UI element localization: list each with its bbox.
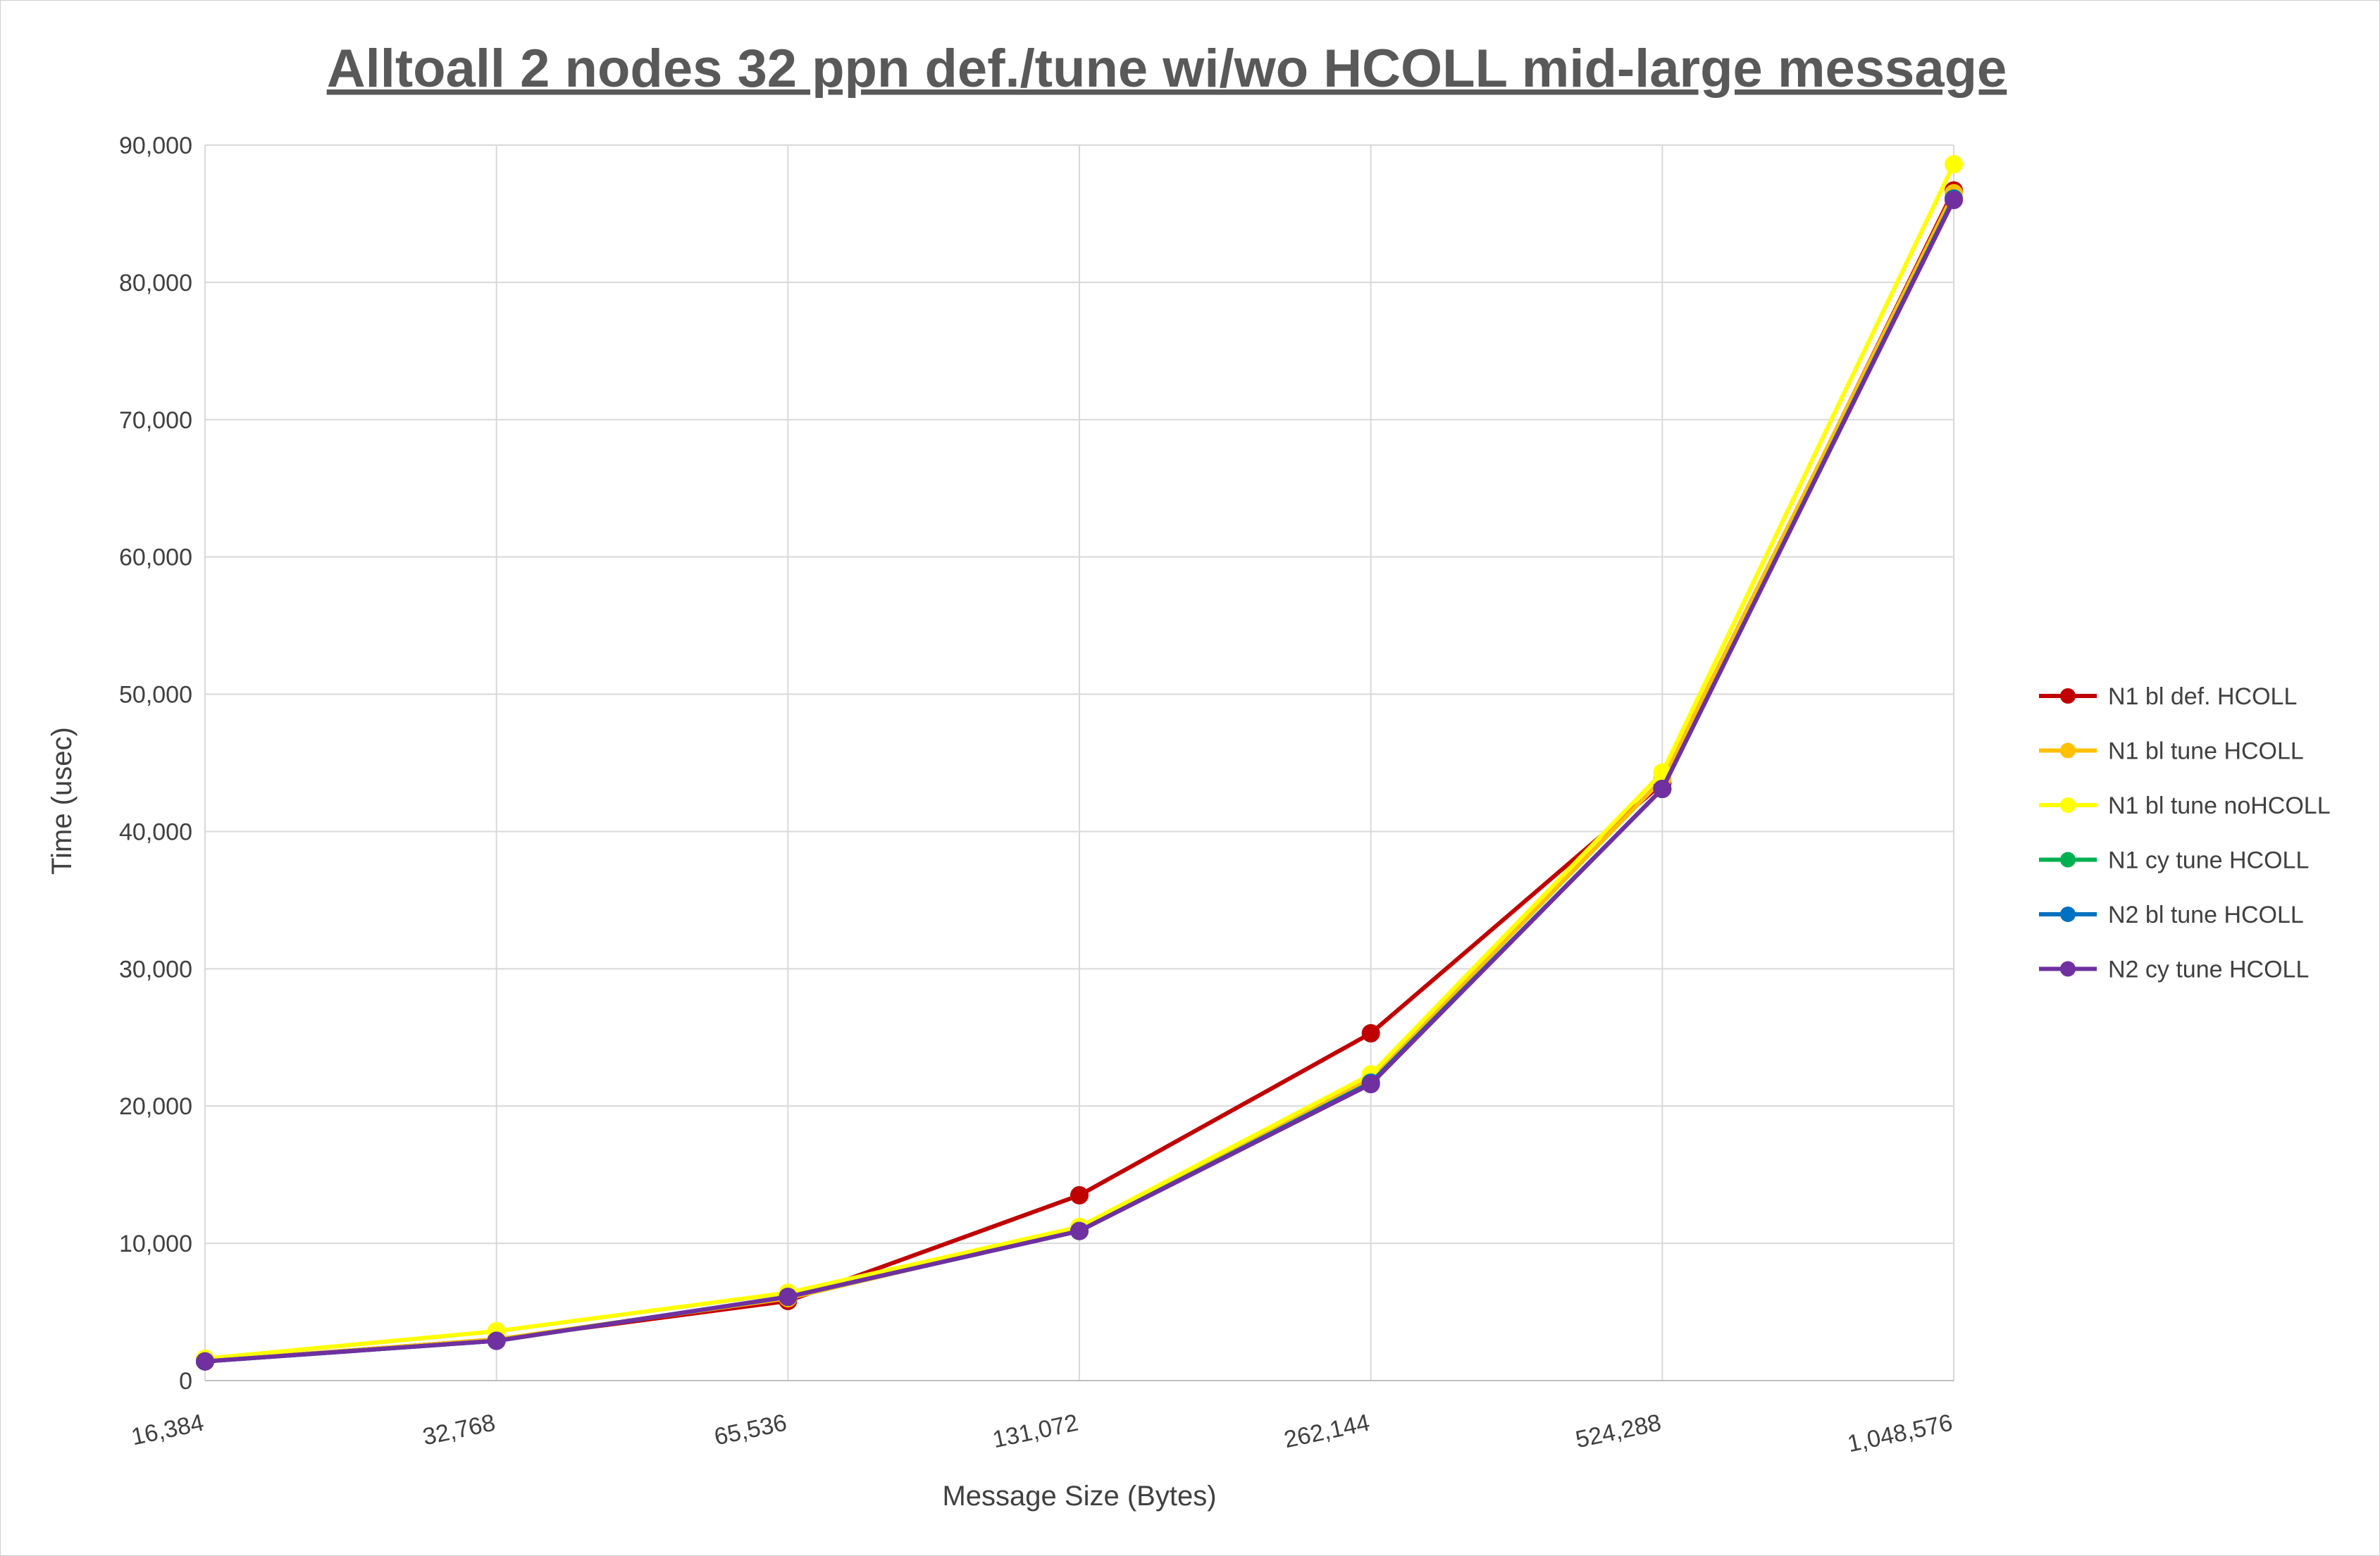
y-tick-label: 60,000 [119, 544, 192, 571]
x-tick-label: 16,384 [129, 1409, 206, 1451]
data-point [1361, 1075, 1380, 1094]
data-point [1070, 1185, 1089, 1205]
chart-title: Alltoall 2 nodes 32 ppn def./tune wi/wo … [327, 39, 2007, 99]
y-tick-label: 30,000 [119, 956, 192, 983]
legend-label: N1 bl def. HCOLL [2108, 683, 2297, 710]
y-tick-label: 10,000 [119, 1231, 192, 1257]
legend-entry: N1 bl tune HCOLL [2039, 738, 2304, 765]
legend-label: N2 bl tune HCOLL [2108, 902, 2304, 928]
legend-swatch-marker [2060, 742, 2076, 759]
y-tick-label: 90,000 [119, 132, 192, 159]
y-tick-label: 20,000 [119, 1093, 192, 1120]
x-tick-label: 65,536 [712, 1409, 789, 1451]
legend-label: N2 cy tune HCOLL [2108, 957, 2309, 983]
data-point [1653, 780, 1672, 799]
data-point [1361, 1023, 1380, 1042]
x-tick-label: 524,288 [1573, 1409, 1663, 1454]
legend-entry: N1 cy tune HCOLL [2039, 847, 2309, 874]
legend-label: N1 bl tune HCOLL [2108, 738, 2304, 765]
y-axis-ticks: 0 10,000 20,000 30,000 40,000 50,000 60,000 70,… [119, 132, 192, 1395]
x-tick-label: 131,072 [991, 1409, 1081, 1454]
y-tick-label: 80,000 [119, 270, 192, 297]
y-tick-label: 50,000 [119, 682, 192, 709]
legend-entry: N2 bl tune HCOLL [2039, 902, 2304, 928]
axes [204, 145, 1954, 1381]
y-tick-label: 40,000 [119, 819, 192, 845]
legend-label: N1 bl tune noHCOLL [2108, 792, 2331, 819]
series-lines [196, 155, 1963, 1371]
gridlines [204, 144, 1954, 1381]
y-tick-label: 0 [179, 1368, 192, 1395]
legend-swatch-marker [2060, 688, 2076, 704]
y-axis-title: Time (usec) [47, 727, 78, 875]
legend-swatch-marker [2060, 961, 2076, 977]
legend-swatch-marker [2060, 852, 2076, 868]
data-point [1070, 1221, 1089, 1240]
x-tick-label: 32,768 [421, 1409, 498, 1451]
data-point [196, 1352, 214, 1371]
legend-swatch-marker [2060, 907, 2076, 922]
y-tick-label: 70,000 [119, 407, 192, 434]
series-6 [196, 190, 1963, 1371]
legend-entry: N1 bl tune noHCOLL [2039, 792, 2331, 819]
data-point [1945, 190, 1963, 209]
legend-entry: N1 bl def. HCOLL [2039, 683, 2297, 710]
legend: N1 bl def. HCOLL N1 bl tune HCOLL N1 bl tu… [2039, 683, 2331, 983]
data-point [1945, 155, 1963, 174]
x-axis-ticks: 16,384 32,768 65,536 131,072 262,144 524,288 1… [129, 1409, 1955, 1458]
legend-swatch-marker [2060, 797, 2076, 813]
data-point [779, 1288, 798, 1307]
legend-entry: N2 cy tune HCOLL [2039, 957, 2309, 983]
legend-label: N1 cy tune HCOLL [2108, 847, 2309, 874]
x-axis-title: Message Size (Bytes) [942, 1481, 1216, 1512]
x-tick-label: 1,048,576 [1845, 1409, 1955, 1458]
data-point [487, 1331, 506, 1350]
x-tick-label: 262,144 [1282, 1409, 1372, 1454]
